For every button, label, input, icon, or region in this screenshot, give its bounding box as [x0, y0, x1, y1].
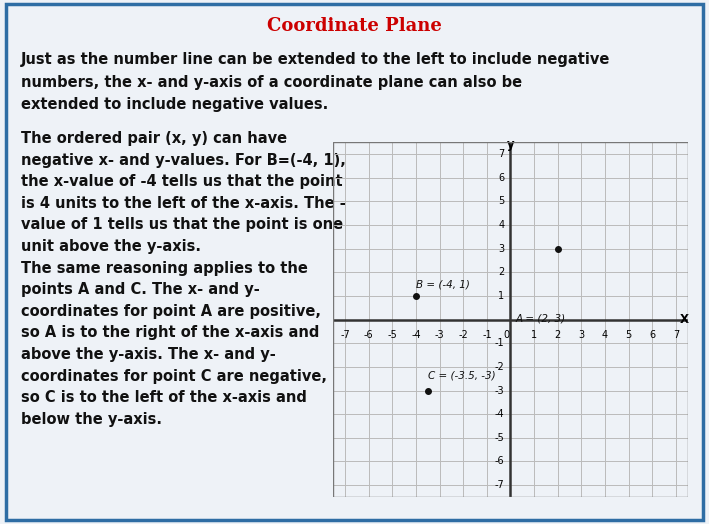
Text: 5: 5	[625, 330, 632, 340]
Text: C = (-3.5, -3): C = (-3.5, -3)	[428, 370, 496, 380]
Text: 7: 7	[673, 330, 679, 340]
Text: A = (2, 3): A = (2, 3)	[515, 313, 565, 323]
Text: -3: -3	[435, 330, 445, 340]
Text: 2: 2	[554, 330, 561, 340]
Text: 1: 1	[531, 330, 537, 340]
Text: Just as the number line can be extended to the left to include negative
numbers,: Just as the number line can be extended …	[21, 52, 610, 112]
Text: X: X	[679, 313, 688, 326]
Text: -4: -4	[411, 330, 420, 340]
Text: -1: -1	[482, 330, 491, 340]
Text: -5: -5	[495, 433, 505, 443]
Text: Coordinate Plane: Coordinate Plane	[267, 17, 442, 35]
Text: -2: -2	[495, 362, 505, 372]
Text: 6: 6	[498, 173, 505, 183]
Text: -6: -6	[364, 330, 374, 340]
Text: 0: 0	[503, 330, 509, 340]
Text: 3: 3	[498, 244, 505, 254]
Text: The ordered pair (x, y) can have
negative x- and y-values. For B=(-4, 1),
the x-: The ordered pair (x, y) can have negativ…	[21, 131, 346, 427]
Text: 4: 4	[498, 220, 505, 230]
Text: 2: 2	[498, 267, 505, 277]
Text: y: y	[507, 138, 514, 151]
Text: -2: -2	[458, 330, 468, 340]
Text: -5: -5	[387, 330, 397, 340]
Text: -4: -4	[495, 409, 505, 419]
Text: -1: -1	[495, 339, 505, 348]
Text: -6: -6	[495, 456, 505, 466]
Text: 6: 6	[649, 330, 655, 340]
Text: -7: -7	[495, 480, 505, 490]
Text: -3: -3	[495, 386, 505, 396]
Text: 1: 1	[498, 291, 505, 301]
Text: 4: 4	[602, 330, 608, 340]
Text: 3: 3	[579, 330, 584, 340]
Text: 7: 7	[498, 149, 505, 159]
Text: 5: 5	[498, 196, 505, 206]
Text: -7: -7	[340, 330, 350, 340]
Text: B = (-4, 1): B = (-4, 1)	[416, 279, 470, 289]
